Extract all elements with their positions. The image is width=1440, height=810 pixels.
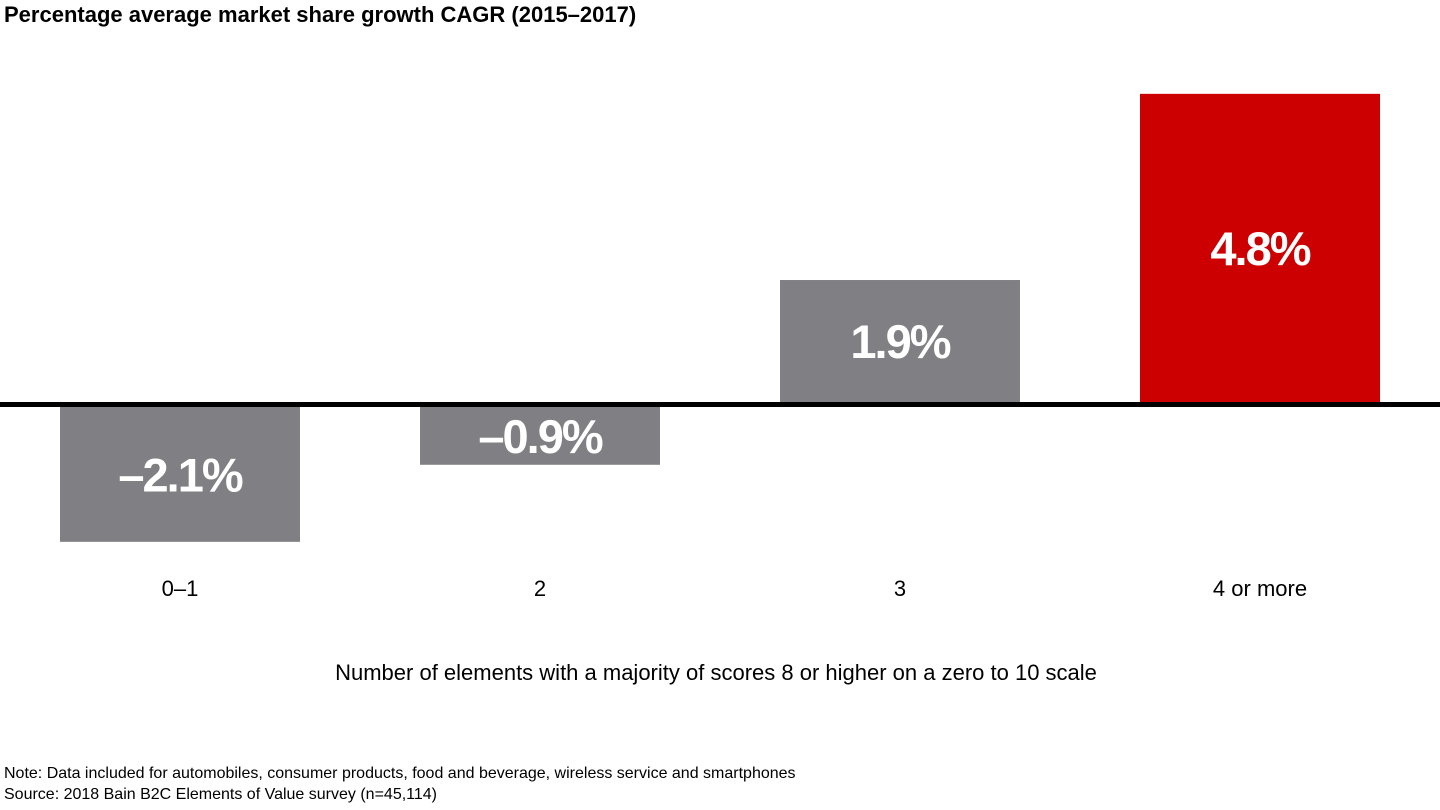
bar-3	[1140, 93, 1380, 402]
data-label: –2.1%	[118, 448, 242, 501]
x-tick-label: 4 or more	[1212, 576, 1308, 601]
source-note: Source: 2018 Bain B2C Elements of Value …	[4, 786, 437, 803]
footnote: Note: Data included for automobiles, con…	[4, 765, 796, 782]
x-axis-label: Number of elements with a majority of sc…	[335, 660, 1097, 685]
bar-2	[780, 280, 1020, 402]
x-tick-label: 2	[533, 576, 547, 601]
chart-title: Percentage average market share growth C…	[4, 2, 637, 27]
bar-0	[60, 407, 300, 542]
x-tick-label: 0–1	[161, 576, 199, 601]
data-label: 1.9%	[850, 315, 950, 368]
data-label: –0.9%	[478, 410, 602, 463]
x-tick-label: 3	[893, 576, 907, 601]
data-label: 4.8%	[1210, 222, 1310, 275]
bar-1	[420, 407, 660, 465]
